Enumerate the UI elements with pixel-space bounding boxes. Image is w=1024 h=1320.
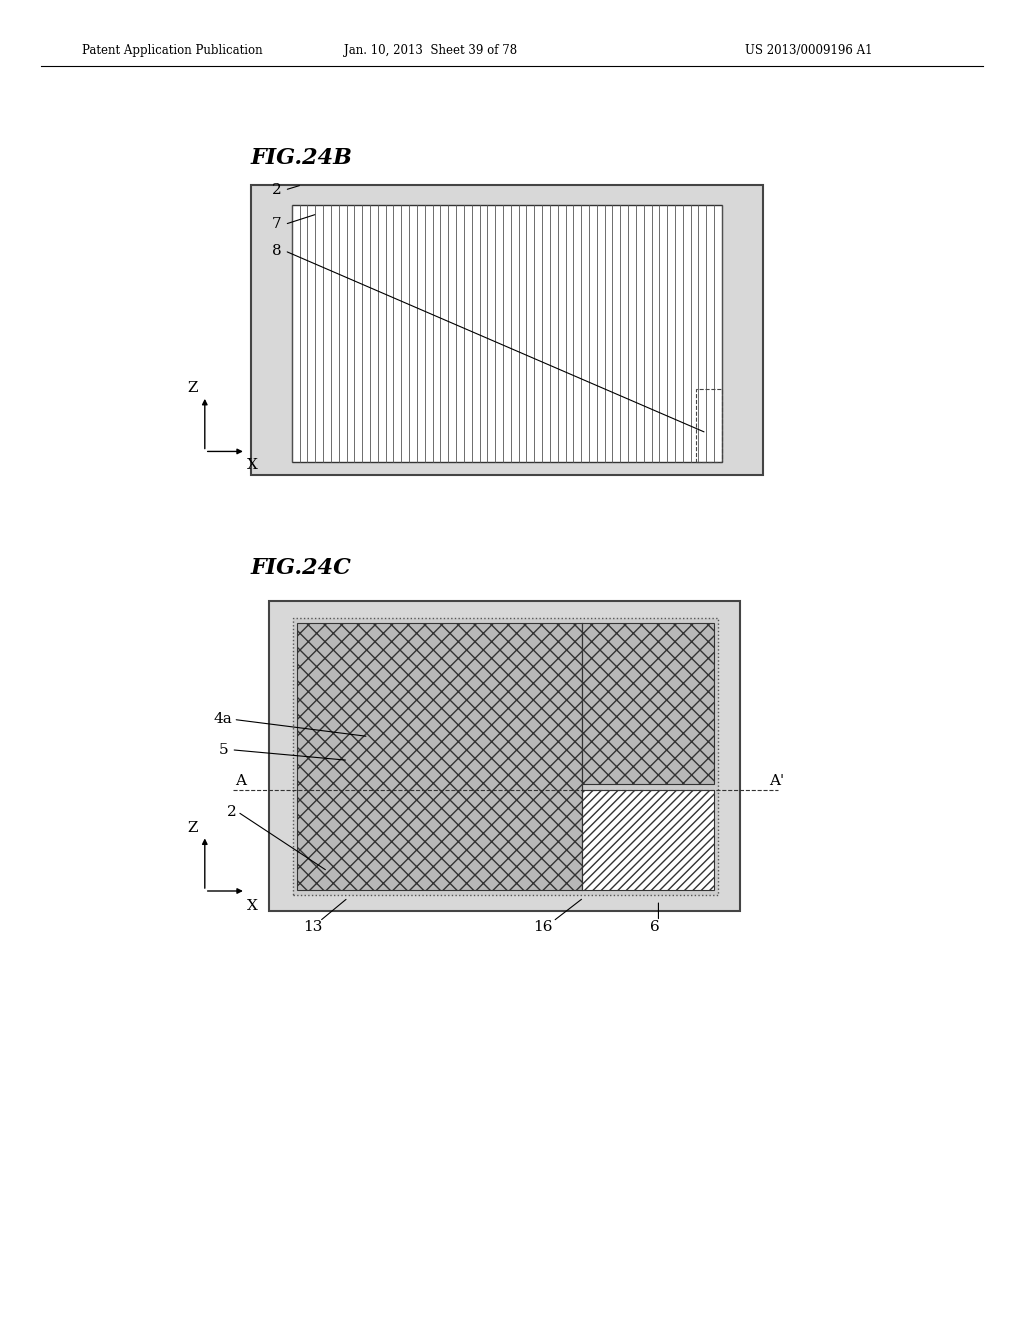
Bar <box>582 623 714 784</box>
Bar <box>269 601 740 911</box>
Text: Z: Z <box>187 381 198 395</box>
Text: X: X <box>247 458 257 471</box>
Text: 13: 13 <box>303 920 322 933</box>
Text: A': A' <box>769 775 783 788</box>
Text: 16: 16 <box>532 920 553 933</box>
Text: X: X <box>247 899 257 912</box>
Text: 6: 6 <box>650 920 660 933</box>
Bar <box>696 389 722 462</box>
Text: 2: 2 <box>226 805 237 818</box>
Bar <box>297 623 582 890</box>
Text: US 2013/0009196 A1: US 2013/0009196 A1 <box>745 44 872 57</box>
Text: 8: 8 <box>271 244 282 257</box>
Text: 4a: 4a <box>214 713 232 726</box>
Bar <box>292 205 722 462</box>
Text: Z: Z <box>187 821 198 834</box>
Text: 7: 7 <box>271 218 282 231</box>
Text: Patent Application Publication: Patent Application Publication <box>82 44 262 57</box>
Bar <box>582 789 714 890</box>
Text: Jan. 10, 2013  Sheet 39 of 78: Jan. 10, 2013 Sheet 39 of 78 <box>343 44 517 57</box>
Text: 5: 5 <box>218 743 228 756</box>
Bar <box>293 618 718 895</box>
Text: FIG.24C: FIG.24C <box>251 557 352 578</box>
Text: 2: 2 <box>271 183 282 197</box>
Text: A: A <box>236 775 246 788</box>
Text: FIG.24B: FIG.24B <box>251 148 352 169</box>
Bar <box>251 185 763 475</box>
